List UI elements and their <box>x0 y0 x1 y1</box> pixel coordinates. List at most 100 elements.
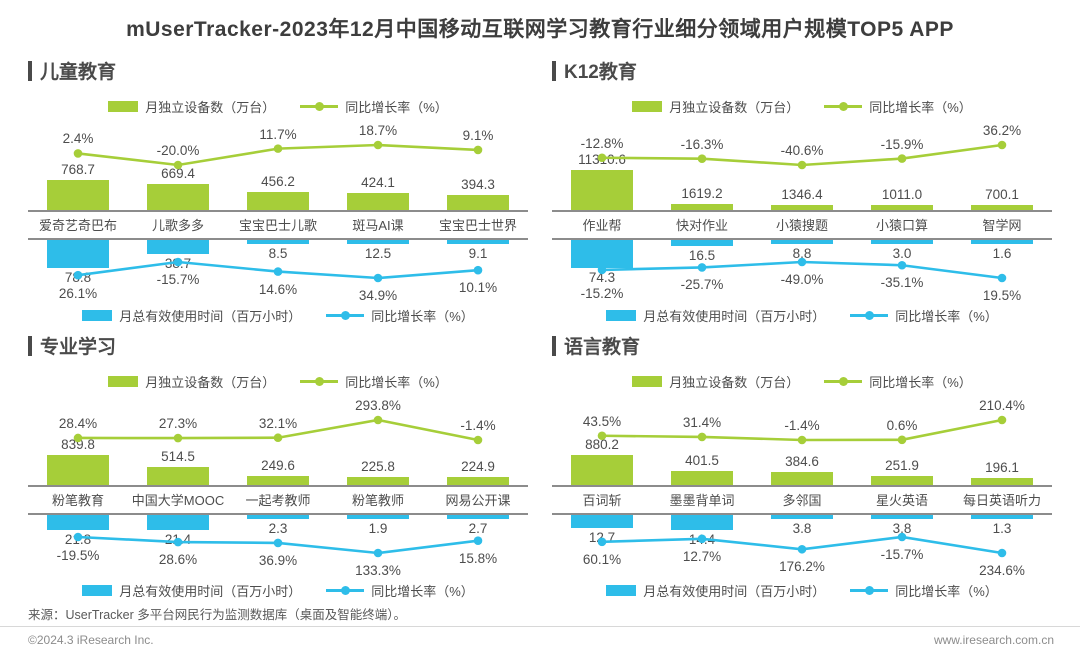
devices-growth-line <box>597 415 1007 445</box>
app-name-label: 宝宝巴士儿歌 <box>238 218 317 233</box>
devices-growth-label: -16.3% <box>680 136 724 152</box>
panel-k12-education: K12教育 月独立设备数（万台） 同比增长率（%） 11310.61619.21… <box>552 55 1052 326</box>
bar-swatch-icon <box>108 376 139 387</box>
devices-value-label: 196.1 <box>985 460 1019 476</box>
usage-growth-label: 133.3% <box>355 563 401 578</box>
devices-growth-label: -12.8% <box>580 135 624 151</box>
devices-growth-line-point <box>273 144 283 153</box>
line-swatch-icon <box>326 586 365 595</box>
usage-value-label: 3.0 <box>892 246 912 261</box>
section-title-text: 语言教育 <box>564 337 641 358</box>
usage-value-label: 74.3 <box>588 270 616 285</box>
usage-growth-label: -49.0% <box>780 272 824 287</box>
bar-swatch-icon <box>82 585 113 596</box>
app-name-label: 粉笔教育 <box>51 493 104 508</box>
usage-value-label: 1.6 <box>992 246 1012 261</box>
devices-value-label: 1619.2 <box>681 186 723 202</box>
devices-value-label: 251.9 <box>885 458 919 474</box>
usage-plot: 21.8-19.5%21.428.6%2.336.9%1.9133.3%2.71… <box>28 515 528 581</box>
devices-bar <box>671 471 733 485</box>
devices-bar <box>47 180 109 210</box>
growth-legend-label: 同比增长率（%） <box>371 309 474 324</box>
section-marker-icon <box>552 335 556 356</box>
devices-growth-line-point <box>473 435 483 445</box>
devices-growth-line <box>73 415 483 445</box>
devices-plot: 880.2 401.5 384.6 251.9 196.1 43.5% 31.4% -1.4%… <box>552 393 1052 487</box>
devices-growth-line-point <box>997 140 1007 150</box>
usage-bar <box>247 515 309 519</box>
devices-bar <box>147 466 209 485</box>
devices-growth-line-point <box>797 160 807 170</box>
devices-value-label: 700.1 <box>985 187 1019 202</box>
app-name-label: 每日英语听力 <box>962 493 1041 508</box>
devices-growth-label: -1.4% <box>784 418 820 433</box>
usage-growth-line <box>73 532 483 558</box>
usage-value-label: 9.1 <box>468 246 488 261</box>
line-swatch-icon <box>850 586 889 595</box>
section-title: K12教育 <box>552 57 637 84</box>
devices-bar <box>971 205 1033 210</box>
usage-growth-label: 15.8% <box>458 550 498 566</box>
usage-legend: 月总有效使用时间（百万小时） 同比增长率（%） <box>552 581 1052 600</box>
app-name-label: 星火英语 <box>875 493 928 508</box>
devices-growth-line-point <box>373 415 383 425</box>
devices-legend: 月独立设备数（万台） 同比增长率（%） <box>28 97 528 116</box>
line-swatch-icon <box>300 102 339 111</box>
app-names-row: 粉笔教育 中国大学MOOC 一起考教师 粉笔教师 网易公开课 <box>28 487 528 515</box>
bar-swatch-icon <box>632 376 663 387</box>
app-name-label: 墨墨背单词 <box>669 493 735 508</box>
section-title: 语言教育 <box>552 332 640 359</box>
growth-legend-label: 同比增长率（%） <box>895 309 998 324</box>
line-swatch-icon <box>850 311 889 320</box>
devices-legend-label: 月独立设备数（万台） <box>145 100 276 115</box>
source-note: 来源：UserTracker 多平台网民行为监测数据库（桌面及智能终端）。 <box>28 608 407 622</box>
usage-growth-line-point <box>897 532 907 542</box>
usage-bar <box>871 240 933 244</box>
devices-growth-label: 27.3% <box>158 416 198 432</box>
usage-growth-line <box>73 257 483 283</box>
devices-bar <box>771 471 833 485</box>
app-name-label: 儿歌多多 <box>151 218 204 233</box>
usage-plot: 74.3 -15.2% 16.5 -25.7% 8.8 -49.0% 3.0 -35.1% 1.… <box>552 240 1052 306</box>
devices-growth-line-point <box>597 431 607 441</box>
usage-bar <box>871 515 933 519</box>
usage-bar <box>971 240 1033 244</box>
app-name-label: 粉笔教师 <box>351 493 404 508</box>
devices-value-label: 880.2 <box>585 437 619 452</box>
devices-growth-label: 9.1% <box>462 127 494 143</box>
devices-legend-label: 月独立设备数（万台） <box>145 375 276 390</box>
section-marker-icon <box>28 60 32 81</box>
devices-growth-label: 28.4% <box>58 415 98 431</box>
app-name-label: 小猿口算 <box>875 218 928 233</box>
devices-growth-line-point <box>897 154 907 163</box>
usage-legend: 月总有效使用时间（百万小时） 同比增长率（%） <box>28 306 528 325</box>
devices-bar <box>447 194 509 210</box>
panel-language-education: 语言教育 月独立设备数（万台） 同比增长率（%） 880.2 401.5 384.6… <box>552 330 1052 601</box>
devices-value-label: 401.5 <box>685 453 719 469</box>
usage-bar <box>447 240 509 244</box>
devices-bar <box>671 204 733 210</box>
devices-growth-line-point <box>697 154 707 163</box>
devices-bar <box>347 476 409 485</box>
app-name-label: 智学网 <box>982 218 1022 233</box>
growth-legend-label: 同比增长率（%） <box>371 584 474 599</box>
usage-growth-line <box>597 532 1007 558</box>
devices-bar <box>147 183 209 210</box>
usage-growth-line-point <box>897 260 907 270</box>
devices-legend: 月独立设备数（万台） 同比增长率（%） <box>552 97 1052 116</box>
usage-plot: 12.760.1%14.412.7%3.8176.2%3.8-15.7%1.32… <box>552 515 1052 581</box>
devices-growth-line-point <box>173 433 183 443</box>
devices-bar <box>247 476 309 485</box>
usage-growth-label: -15.2% <box>580 286 624 301</box>
devices-growth-line-point <box>373 140 383 150</box>
usage-bar <box>771 240 833 244</box>
usage-growth-line-point <box>173 257 183 267</box>
usage-growth-label: 14.6% <box>258 281 298 297</box>
devices-growth-label: -1.4% <box>460 418 496 433</box>
devices-growth-label: 11.7% <box>259 126 297 142</box>
section-title: 专业学习 <box>28 332 116 359</box>
devices-growth-label: 36.2% <box>982 123 1022 138</box>
devices-growth-line <box>73 140 483 170</box>
line-swatch-icon <box>300 377 339 386</box>
devices-value-label: 225.8 <box>361 458 395 474</box>
